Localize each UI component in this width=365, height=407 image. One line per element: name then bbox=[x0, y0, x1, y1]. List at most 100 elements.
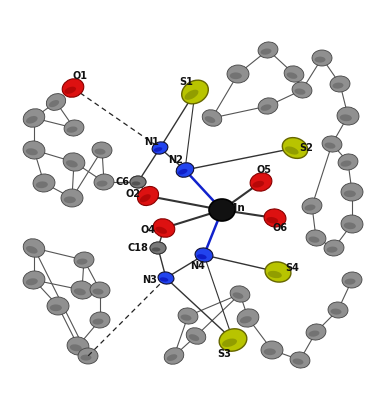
Ellipse shape bbox=[258, 98, 278, 114]
Ellipse shape bbox=[26, 278, 38, 285]
Ellipse shape bbox=[95, 149, 105, 155]
Ellipse shape bbox=[327, 247, 338, 253]
Ellipse shape bbox=[341, 215, 363, 233]
Ellipse shape bbox=[261, 48, 272, 55]
Text: O2: O2 bbox=[126, 189, 141, 199]
Ellipse shape bbox=[154, 147, 162, 152]
Text: O4: O4 bbox=[141, 225, 155, 235]
Ellipse shape bbox=[266, 217, 278, 223]
Ellipse shape bbox=[130, 176, 146, 188]
Text: O5: O5 bbox=[257, 165, 272, 175]
Ellipse shape bbox=[222, 339, 237, 347]
Ellipse shape bbox=[258, 42, 278, 58]
Ellipse shape bbox=[292, 82, 312, 98]
Text: O1: O1 bbox=[73, 71, 88, 81]
Ellipse shape bbox=[92, 142, 112, 158]
Ellipse shape bbox=[282, 138, 308, 158]
Ellipse shape bbox=[46, 94, 66, 110]
Ellipse shape bbox=[261, 341, 283, 359]
Ellipse shape bbox=[324, 142, 335, 149]
Ellipse shape bbox=[132, 182, 141, 186]
Ellipse shape bbox=[77, 258, 88, 265]
Ellipse shape bbox=[328, 302, 348, 318]
Ellipse shape bbox=[306, 230, 326, 246]
Ellipse shape bbox=[96, 181, 107, 187]
Text: C18: C18 bbox=[127, 243, 149, 253]
Ellipse shape bbox=[331, 309, 342, 315]
Ellipse shape bbox=[189, 334, 199, 341]
Ellipse shape bbox=[94, 174, 114, 190]
Ellipse shape bbox=[62, 79, 84, 97]
Ellipse shape bbox=[227, 65, 249, 83]
Ellipse shape bbox=[312, 50, 332, 66]
Ellipse shape bbox=[150, 242, 166, 254]
Ellipse shape bbox=[233, 292, 243, 299]
Ellipse shape bbox=[61, 189, 83, 207]
Ellipse shape bbox=[205, 116, 215, 123]
Ellipse shape bbox=[185, 90, 199, 100]
Ellipse shape bbox=[64, 120, 84, 136]
Ellipse shape bbox=[33, 174, 55, 192]
Text: S4: S4 bbox=[285, 263, 299, 273]
Ellipse shape bbox=[49, 100, 59, 107]
Ellipse shape bbox=[70, 344, 82, 351]
Ellipse shape bbox=[230, 286, 250, 302]
Ellipse shape bbox=[306, 324, 326, 340]
Ellipse shape bbox=[74, 288, 86, 295]
Ellipse shape bbox=[333, 83, 343, 89]
Ellipse shape bbox=[341, 183, 363, 201]
Ellipse shape bbox=[153, 219, 175, 237]
Ellipse shape bbox=[92, 319, 104, 325]
Ellipse shape bbox=[285, 147, 299, 155]
Ellipse shape bbox=[26, 116, 38, 124]
Text: N1: N1 bbox=[145, 137, 160, 147]
Ellipse shape bbox=[324, 240, 344, 256]
Ellipse shape bbox=[268, 271, 282, 278]
Ellipse shape bbox=[202, 110, 222, 126]
Ellipse shape bbox=[197, 254, 207, 259]
Text: N4: N4 bbox=[191, 261, 205, 271]
Ellipse shape bbox=[284, 66, 304, 82]
Ellipse shape bbox=[23, 109, 45, 127]
Text: Mn: Mn bbox=[227, 203, 245, 213]
Text: S1: S1 bbox=[179, 77, 193, 87]
Ellipse shape bbox=[92, 289, 104, 295]
Ellipse shape bbox=[308, 236, 319, 243]
Ellipse shape bbox=[322, 136, 342, 152]
Ellipse shape bbox=[78, 348, 98, 364]
Ellipse shape bbox=[160, 277, 168, 282]
Ellipse shape bbox=[81, 354, 92, 361]
Ellipse shape bbox=[195, 248, 213, 262]
Ellipse shape bbox=[264, 348, 276, 355]
Ellipse shape bbox=[287, 72, 297, 79]
Ellipse shape bbox=[74, 252, 94, 268]
Ellipse shape bbox=[337, 107, 359, 125]
Text: S2: S2 bbox=[299, 143, 313, 153]
Ellipse shape bbox=[178, 308, 198, 324]
Ellipse shape bbox=[63, 153, 85, 171]
Ellipse shape bbox=[140, 194, 151, 202]
Ellipse shape bbox=[181, 315, 191, 321]
Ellipse shape bbox=[237, 309, 259, 327]
Ellipse shape bbox=[47, 297, 69, 315]
Ellipse shape bbox=[250, 173, 272, 191]
Ellipse shape bbox=[186, 328, 206, 344]
Ellipse shape bbox=[90, 282, 110, 298]
Ellipse shape bbox=[50, 304, 62, 311]
Ellipse shape bbox=[64, 197, 76, 203]
Ellipse shape bbox=[345, 278, 356, 284]
Ellipse shape bbox=[252, 181, 264, 188]
Text: S3: S3 bbox=[217, 349, 231, 359]
Ellipse shape bbox=[308, 330, 319, 337]
Text: N2: N2 bbox=[169, 155, 184, 165]
Ellipse shape bbox=[342, 272, 362, 288]
Ellipse shape bbox=[290, 352, 310, 368]
Ellipse shape bbox=[23, 271, 45, 289]
Ellipse shape bbox=[23, 239, 45, 257]
Ellipse shape bbox=[315, 57, 326, 63]
Ellipse shape bbox=[295, 88, 306, 95]
Text: N3: N3 bbox=[143, 275, 157, 285]
Ellipse shape bbox=[164, 348, 184, 364]
Ellipse shape bbox=[176, 163, 194, 177]
Ellipse shape bbox=[341, 160, 351, 167]
